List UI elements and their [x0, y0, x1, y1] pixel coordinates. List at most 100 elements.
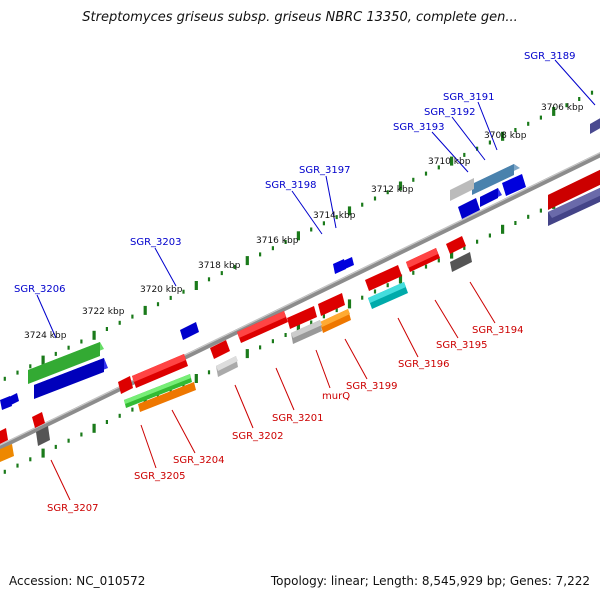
gene-label-sgr-3201[interactable]: SGR_3201: [272, 413, 324, 424]
minor-tick: [207, 277, 211, 282]
forward-gene-labels: SGR_3189 SGR_3191 SGR_3192 SGR_3193 SGR_…: [14, 51, 576, 295]
minor-tick: [271, 246, 274, 251]
gene-label-sgr-3205[interactable]: SGR_3205: [134, 471, 186, 482]
minor-tick: [527, 121, 530, 126]
scale-label: 3712 kbp: [371, 185, 414, 195]
gene-label-sgr-3207[interactable]: SGR_3207: [47, 503, 99, 514]
gene-label-sgr-3195[interactable]: SGR_3195: [436, 340, 488, 351]
gene-label-murq[interactable]: murQ: [322, 391, 350, 402]
connector-sgr-3205: [140, 424, 157, 469]
gene-block-left-edge[interactable]: [0, 393, 19, 410]
gene-label-sgr-3191[interactable]: SGR_3191: [443, 92, 495, 103]
gene-label-sgr-3199[interactable]: SGR_3199: [346, 381, 398, 392]
connector-sgr-3195: [434, 299, 459, 339]
major-tick: [92, 423, 96, 433]
genome-summary-label: Topology: linear; Length: 8,545,929 bp; …: [270, 574, 590, 588]
scale-label: 3708 kbp: [484, 131, 527, 141]
scale-label: 3724 kbp: [24, 331, 67, 341]
gene-block-sgr-3191[interactable]: [450, 164, 520, 201]
minor-tick: [565, 103, 568, 108]
gene-block-sgr-3202[interactable]: [210, 340, 238, 377]
minor-tick: [271, 339, 274, 344]
genome-backbone: [0, 152, 600, 450]
gene-block-sgr-3193[interactable]: [458, 198, 480, 219]
gene-block-sgr-3189[interactable]: [590, 116, 600, 134]
minor-tick: [335, 308, 338, 313]
gene-label-sgr-3194[interactable]: SGR_3194: [472, 325, 524, 336]
connector-sgr-3198: [291, 190, 323, 235]
gene-block-sgr-3199[interactable]: [318, 293, 351, 333]
connector-sgr-3199: [344, 338, 368, 380]
connector-sgr-3193: [431, 131, 469, 173]
minor-tick: [284, 240, 287, 244]
minor-tick: [386, 283, 389, 288]
gene-block-sgr-3201[interactable]: [237, 311, 288, 343]
minor-tick: [182, 289, 185, 294]
gene-label-sgr-3197[interactable]: SGR_3197: [299, 165, 351, 176]
scale-label: 3722 kbp: [82, 307, 125, 317]
gene-label-sgr-3206[interactable]: SGR_3206: [14, 284, 66, 295]
gene-block-sgr-3205[interactable]: [118, 376, 133, 394]
minor-tick: [335, 215, 338, 220]
minor-tick: [156, 302, 160, 307]
forward-genes: [0, 116, 600, 410]
gene-block-sgr-3197[interactable]: [333, 257, 354, 274]
major-tick: [194, 374, 198, 383]
scale-label: 3720 kbp: [140, 285, 183, 295]
minor-tick: [386, 190, 389, 195]
gene-label-sgr-3198[interactable]: SGR_3198: [265, 180, 317, 191]
major-tick: [347, 206, 352, 216]
minor-tick: [476, 239, 479, 244]
minor-tick: [424, 171, 428, 176]
gene-block-sgr-3195[interactable]: [406, 248, 440, 272]
minor-tick: [80, 432, 83, 437]
gene-block-right-red[interactable]: [548, 168, 600, 226]
lower-tick-track: [3, 183, 594, 474]
gene-label-sgr-3193[interactable]: SGR_3193: [393, 122, 445, 133]
major-tick: [398, 274, 403, 284]
minor-tick: [310, 227, 313, 232]
connector-sgr-3203: [154, 247, 177, 287]
gene-label-sgr-3196[interactable]: SGR_3196: [398, 359, 450, 370]
gene-block-sgr-3207[interactable]: [0, 412, 50, 462]
gene-label-sgr-3189[interactable]: SGR_3189: [524, 51, 576, 62]
minor-tick: [29, 457, 32, 462]
connector-murq: [315, 349, 331, 389]
minor-tick: [54, 351, 57, 356]
minor-tick: [3, 376, 6, 381]
minor-tick: [118, 413, 121, 418]
gene-label-sgr-3202[interactable]: SGR_3202: [232, 431, 284, 442]
minor-tick: [67, 438, 70, 443]
gene-block-sgr-3204[interactable]: [124, 354, 196, 412]
gene-block-sgr-3194[interactable]: [446, 236, 472, 272]
minor-tick: [233, 264, 236, 269]
gene-block-murq[interactable]: [287, 306, 322, 344]
minor-tick: [373, 289, 377, 294]
gene-label-sgr-3204[interactable]: SGR_3204: [173, 455, 225, 466]
minor-tick: [220, 271, 223, 276]
major-tick: [450, 156, 454, 166]
gene-block-sgr-3192[interactable]: [480, 174, 526, 207]
gene-block-sgr-3203[interactable]: [180, 322, 199, 340]
minor-tick: [118, 320, 121, 325]
major-tick: [450, 249, 454, 259]
gene-label-sgr-3192[interactable]: SGR_3192: [424, 107, 476, 118]
scale-label: 3718 kbp: [198, 261, 241, 271]
minor-tick: [361, 202, 364, 207]
connector-sgr-3206: [36, 294, 57, 339]
minor-tick: [424, 264, 428, 269]
minor-tick: [322, 314, 325, 319]
minor-tick: [207, 370, 211, 375]
connector-sgr-3196: [397, 317, 419, 358]
gene-block-sgr-3206[interactable]: [28, 342, 108, 399]
minor-tick: [16, 370, 19, 375]
minor-tick: [105, 420, 108, 424]
minor-tick: [476, 146, 479, 151]
major-tick: [41, 448, 45, 458]
minor-tick: [463, 245, 466, 250]
minor-tick: [169, 388, 172, 393]
gene-label-sgr-3203[interactable]: SGR_3203: [130, 237, 182, 248]
gene-block-sgr-3196[interactable]: [365, 265, 408, 309]
connector-sgr-3201: [275, 367, 295, 411]
